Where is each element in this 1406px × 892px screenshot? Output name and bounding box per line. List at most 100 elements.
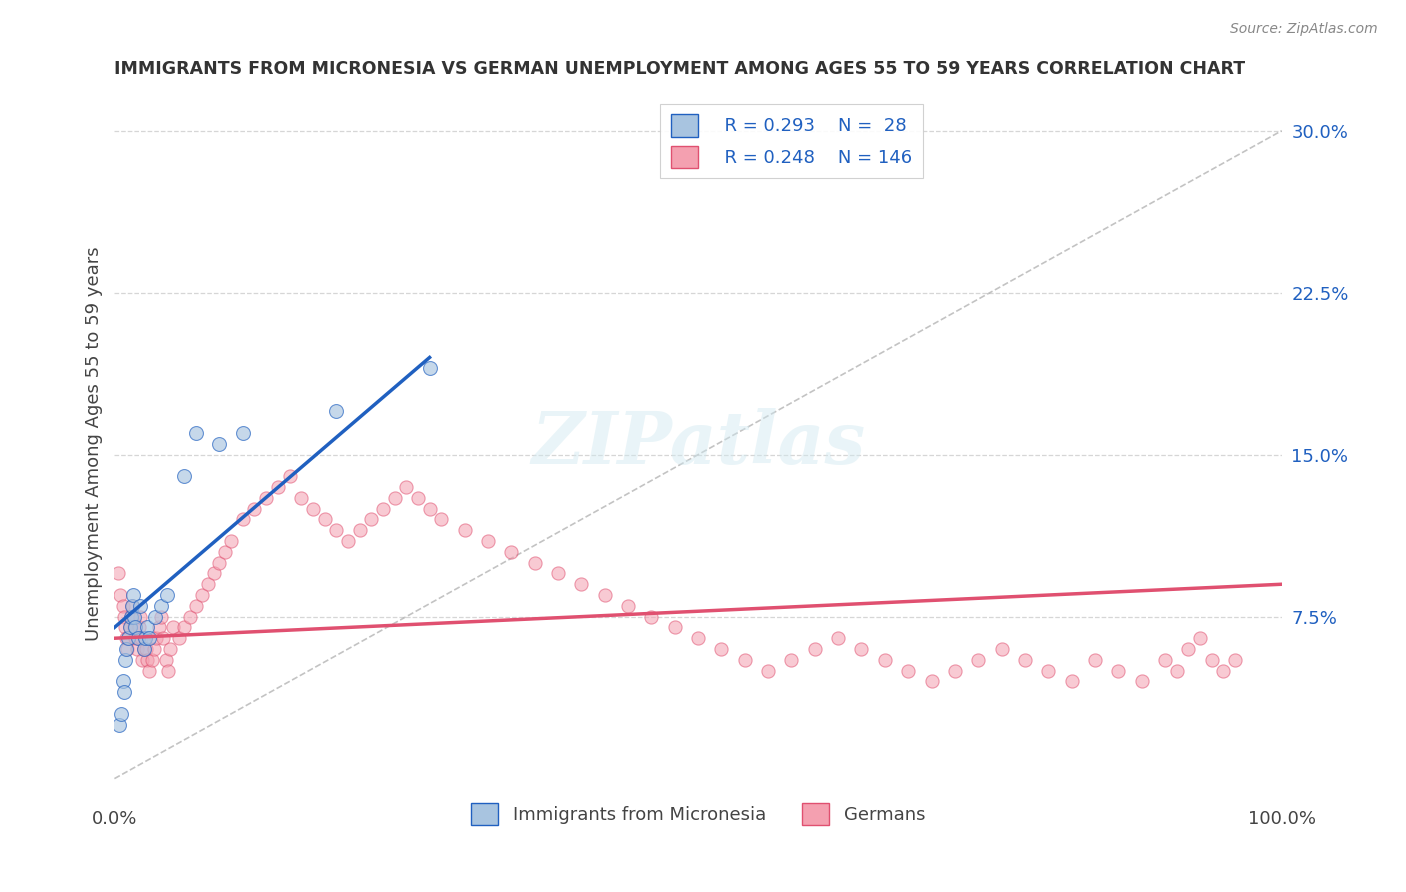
Point	[127, 632, 149, 646]
Point	[897, 664, 920, 678]
Point	[267, 480, 290, 494]
Point	[406, 491, 429, 505]
Point	[124, 632, 146, 646]
Point	[232, 512, 254, 526]
Point	[1177, 642, 1199, 657]
Point	[360, 512, 382, 526]
Point	[125, 642, 148, 657]
Text: Source: ZipAtlas.com: Source: ZipAtlas.com	[1230, 22, 1378, 37]
Point	[114, 620, 136, 634]
Point	[120, 609, 142, 624]
Point	[162, 620, 184, 634]
Point	[114, 653, 136, 667]
Text: IMMIGRANTS FROM MICRONESIA VS GERMAN UNEMPLOYMENT AMONG AGES 55 TO 59 YEARS CORR: IMMIGRANTS FROM MICRONESIA VS GERMAN UNE…	[114, 60, 1246, 78]
Point	[290, 491, 312, 505]
Point	[384, 491, 406, 505]
Point	[1038, 664, 1060, 678]
Point	[314, 512, 336, 526]
Point	[371, 501, 394, 516]
Point	[122, 609, 145, 624]
Point	[686, 632, 709, 646]
Point	[112, 609, 135, 624]
Point	[136, 653, 159, 667]
Point	[141, 653, 163, 667]
Point	[143, 609, 166, 624]
Point	[349, 523, 371, 537]
Point	[1060, 674, 1083, 689]
Point	[419, 361, 441, 376]
Point	[208, 556, 231, 570]
Point	[115, 632, 138, 646]
Point	[135, 642, 157, 657]
Point	[132, 642, 155, 657]
Legend: Immigrants from Micronesia, Germans: Immigrants from Micronesia, Germans	[463, 794, 934, 834]
Point	[150, 599, 173, 613]
Point	[138, 664, 160, 678]
Point	[219, 534, 242, 549]
Point	[664, 620, 686, 634]
Point	[1107, 664, 1129, 678]
Point	[943, 664, 966, 678]
Point	[278, 469, 301, 483]
Point	[208, 437, 231, 451]
Point	[173, 469, 195, 483]
Point	[115, 642, 138, 657]
Point	[121, 599, 143, 613]
Point	[990, 642, 1012, 657]
Point	[129, 599, 152, 613]
Point	[145, 632, 167, 646]
Point	[453, 523, 475, 537]
Point	[179, 609, 201, 624]
Point	[197, 577, 219, 591]
Point	[120, 609, 142, 624]
Point	[547, 566, 569, 581]
Point	[710, 642, 733, 657]
Point	[138, 632, 160, 646]
Point	[107, 566, 129, 581]
Point	[129, 609, 152, 624]
Point	[1154, 653, 1177, 667]
Point	[124, 620, 146, 634]
Point	[921, 674, 943, 689]
Point	[780, 653, 803, 667]
Point	[134, 632, 156, 646]
Point	[117, 632, 139, 646]
Point	[214, 545, 236, 559]
Point	[827, 632, 849, 646]
Point	[325, 523, 347, 537]
Point	[501, 545, 523, 559]
Point	[136, 620, 159, 634]
Point	[302, 501, 325, 516]
Point	[967, 653, 990, 667]
Point	[112, 685, 135, 699]
Point	[152, 632, 174, 646]
Point	[108, 717, 131, 731]
Point	[159, 642, 181, 657]
Point	[617, 599, 640, 613]
Point	[121, 599, 143, 613]
Point	[325, 404, 347, 418]
Point	[336, 534, 359, 549]
Point	[1130, 674, 1153, 689]
Point	[477, 534, 499, 549]
Point	[128, 620, 150, 634]
Point	[122, 620, 145, 634]
Point	[254, 491, 277, 505]
Point	[593, 588, 616, 602]
Point	[127, 632, 149, 646]
Point	[131, 653, 153, 667]
Point	[756, 664, 779, 678]
Point	[1084, 653, 1107, 667]
Point	[184, 599, 207, 613]
Point	[122, 588, 145, 602]
Y-axis label: Unemployment Among Ages 55 to 59 years: Unemployment Among Ages 55 to 59 years	[86, 246, 103, 641]
Point	[1212, 664, 1234, 678]
Point	[202, 566, 225, 581]
Point	[132, 642, 155, 657]
Point	[117, 632, 139, 646]
Point	[157, 664, 180, 678]
Point	[243, 501, 266, 516]
Point	[184, 425, 207, 440]
Point	[150, 609, 173, 624]
Point	[156, 588, 179, 602]
